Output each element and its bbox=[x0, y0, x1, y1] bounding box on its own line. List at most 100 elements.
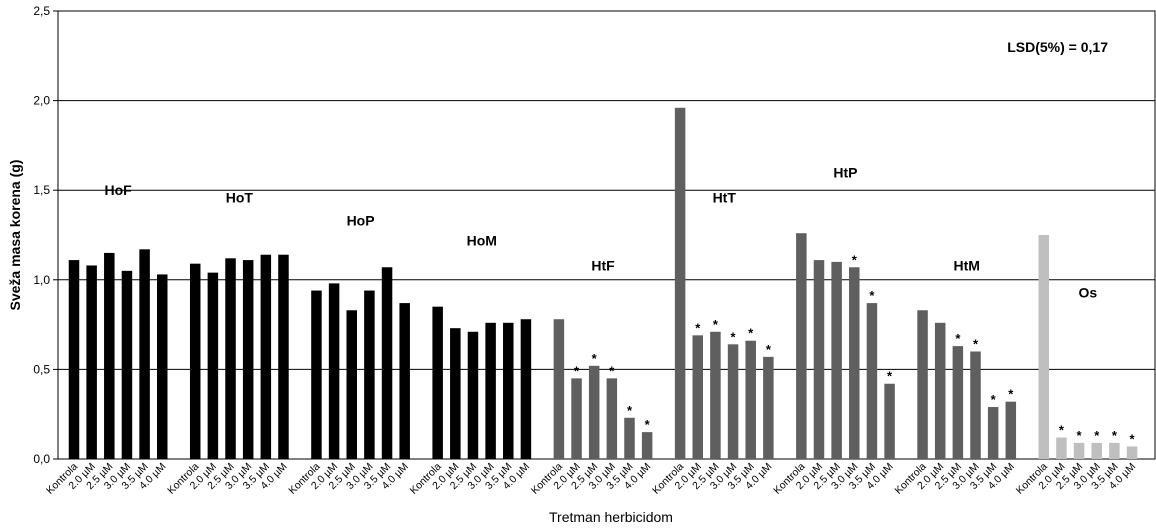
bar-HtP-4 bbox=[866, 303, 878, 459]
bar-HoM-4 bbox=[503, 322, 514, 459]
bar-HoP-0 bbox=[311, 290, 322, 459]
significance-marker: * bbox=[869, 288, 875, 303]
bar-Os-3 bbox=[1091, 442, 1102, 459]
bar-HoT-0 bbox=[189, 263, 201, 459]
significance-marker: * bbox=[991, 392, 997, 407]
group-label-HoF: HoF bbox=[105, 182, 133, 198]
bar-HtT-4 bbox=[745, 340, 756, 459]
bar-HtP-5 bbox=[884, 383, 895, 459]
significance-marker: * bbox=[887, 369, 893, 384]
significance-marker: * bbox=[955, 331, 961, 346]
group-label-HtT: HtT bbox=[713, 189, 737, 205]
bar-HoM-5 bbox=[520, 319, 532, 459]
bar-HoM-3 bbox=[485, 322, 496, 459]
group-label-HtF: HtF bbox=[591, 257, 615, 273]
bar-HoF-4 bbox=[139, 249, 150, 459]
bar-HtT-0 bbox=[674, 107, 686, 459]
bar-Os-5 bbox=[1126, 446, 1138, 459]
bar-HtF-2 bbox=[588, 365, 600, 459]
bar-HtM-2 bbox=[952, 346, 964, 459]
bar-HtM-0 bbox=[917, 310, 928, 459]
bar-HtF-0 bbox=[553, 319, 565, 459]
y-tick-label: 1,0 bbox=[33, 273, 50, 287]
bar-HtF-5 bbox=[641, 432, 653, 459]
significance-marker: * bbox=[592, 351, 598, 366]
significance-marker: * bbox=[766, 342, 772, 357]
group-label-HtM: HtM bbox=[953, 257, 979, 273]
significance-marker: * bbox=[1094, 428, 1100, 443]
bar-HoF-1 bbox=[86, 265, 97, 459]
significance-marker: * bbox=[1112, 428, 1118, 443]
significance-marker: * bbox=[731, 329, 737, 344]
significance-marker: * bbox=[748, 326, 754, 341]
significance-marker: * bbox=[627, 403, 633, 418]
significance-marker: * bbox=[852, 252, 858, 267]
significance-marker: * bbox=[609, 363, 615, 378]
significance-marker: * bbox=[574, 363, 580, 378]
bar-HoF-2 bbox=[104, 252, 115, 459]
group-label-HtP: HtP bbox=[833, 164, 857, 180]
lsd-annotation: LSD(5%) = 0,17 bbox=[1007, 39, 1108, 55]
bar-HtF-4 bbox=[624, 417, 635, 459]
bar-HoT-1 bbox=[207, 272, 219, 459]
bar-HtT-2 bbox=[710, 331, 721, 459]
bar-HtP-1 bbox=[813, 260, 825, 459]
bar-HoP-5 bbox=[399, 303, 410, 459]
significance-marker: * bbox=[1008, 387, 1014, 402]
bar-HoF-5 bbox=[157, 274, 168, 459]
y-tick-label: 1,5 bbox=[33, 183, 50, 197]
significance-marker: * bbox=[1077, 428, 1083, 443]
y-axis-title: Sveža masa korena (g) bbox=[7, 160, 23, 311]
y-tick-label: 0,5 bbox=[33, 362, 50, 376]
significance-marker: * bbox=[973, 336, 979, 351]
significance-marker: * bbox=[1059, 422, 1065, 437]
group-label-HoT: HoT bbox=[226, 189, 254, 205]
bar-Os-4 bbox=[1109, 442, 1120, 459]
bar-HtM-4 bbox=[987, 407, 999, 459]
bar-HoF-3 bbox=[121, 270, 133, 459]
group-label-HoM: HoM bbox=[467, 232, 497, 248]
group-label-Os: Os bbox=[1079, 284, 1098, 300]
group-label-HoP: HoP bbox=[347, 213, 375, 229]
bar-HoM-0 bbox=[432, 306, 443, 459]
y-axis-ticks: 0,0 0,5 1,0 1,5 2,0 2,5 bbox=[33, 4, 58, 466]
bar-Os-1 bbox=[1056, 437, 1067, 459]
bar-HtT-1 bbox=[692, 335, 704, 459]
bar-HoM-2 bbox=[467, 331, 479, 459]
bar-HoP-4 bbox=[381, 267, 393, 459]
bar-HtF-1 bbox=[571, 378, 582, 459]
bar-HtP-2 bbox=[831, 261, 842, 459]
significance-marker: * bbox=[713, 317, 719, 332]
bar-HtT-3 bbox=[727, 344, 739, 459]
significance-marker: * bbox=[1129, 431, 1135, 446]
bar-HoP-1 bbox=[328, 283, 340, 459]
bar-HoP-2 bbox=[346, 310, 357, 459]
bar-HtF-3 bbox=[606, 378, 618, 459]
bar-HoP-3 bbox=[364, 290, 375, 459]
bar-HtP-3 bbox=[849, 267, 860, 459]
bar-HoT-2 bbox=[225, 258, 236, 459]
group-labels: HoF HoT HoP HoM HtF HtT HtP HtM Os bbox=[105, 164, 1098, 300]
y-tick-label: 0,0 bbox=[33, 452, 50, 466]
bar-HtM-5 bbox=[1005, 401, 1017, 459]
bar-HoT-3 bbox=[242, 260, 254, 459]
bar-HtP-0 bbox=[796, 233, 807, 459]
bars: * * * * * * * * * * * * * * * * * * * * * * bbox=[68, 107, 1138, 459]
bar-HoT-4 bbox=[260, 254, 272, 459]
y-tick-label: 2,0 bbox=[33, 94, 50, 108]
bar-Os-0 bbox=[1038, 235, 1050, 459]
significance-marker: * bbox=[695, 320, 701, 335]
bar-Os-2 bbox=[1073, 442, 1085, 459]
bar-HtT-5 bbox=[763, 356, 774, 459]
significance-marker: * bbox=[645, 417, 651, 432]
plot-frame bbox=[57, 10, 1156, 460]
x-axis-title: Tretman herbicidom bbox=[549, 509, 673, 525]
bar-HoF-0 bbox=[68, 260, 80, 459]
bar-HtM-3 bbox=[970, 351, 981, 459]
bar-HoT-5 bbox=[278, 254, 289, 459]
bar-HoM-1 bbox=[450, 328, 461, 459]
bar-HtM-1 bbox=[934, 322, 946, 459]
y-tick-label: 2,5 bbox=[33, 4, 50, 18]
